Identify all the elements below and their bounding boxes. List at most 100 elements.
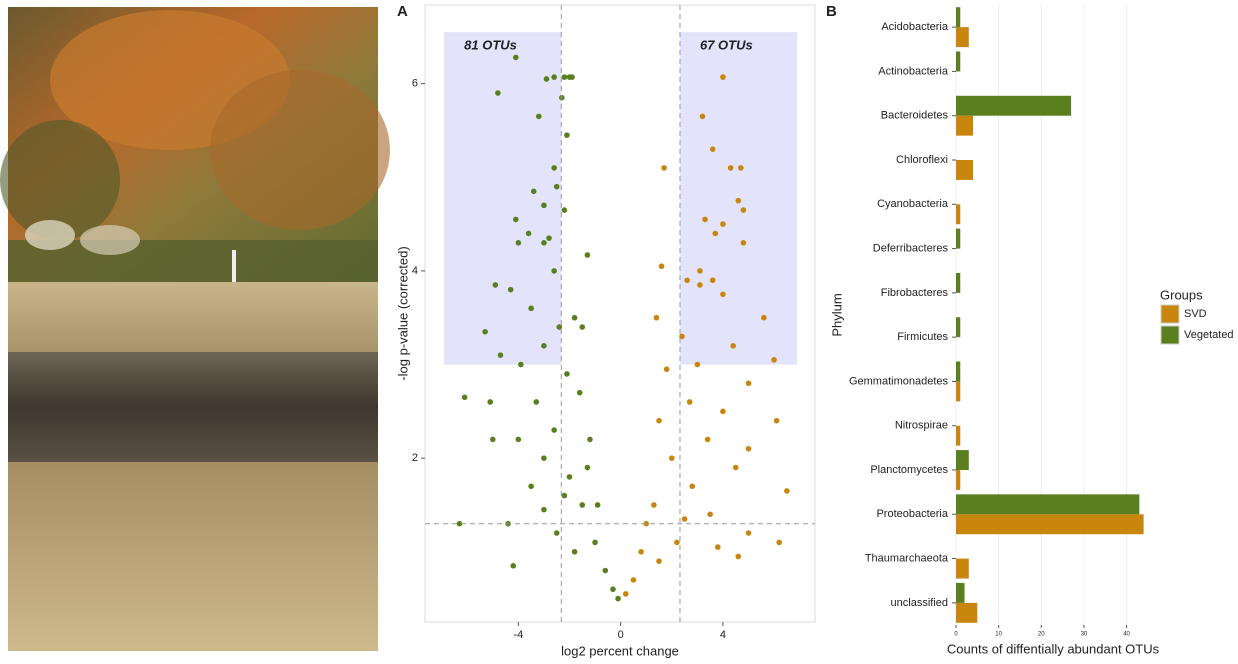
point xyxy=(668,455,675,461)
y-tick-label: Chloroflexi xyxy=(896,154,948,166)
point xyxy=(651,502,657,508)
bar xyxy=(956,470,961,490)
point xyxy=(569,74,575,80)
point xyxy=(543,76,550,82)
point xyxy=(551,268,557,274)
point xyxy=(495,90,501,96)
y-axis-title: -log p-value (corrected) xyxy=(395,246,410,380)
point xyxy=(551,74,557,80)
point xyxy=(489,436,496,443)
bar xyxy=(956,558,969,579)
point xyxy=(679,333,685,340)
legend-label: SVD xyxy=(1184,308,1207,320)
point xyxy=(702,216,708,223)
point xyxy=(510,563,517,569)
point xyxy=(638,548,644,555)
legend-swatch xyxy=(1160,304,1180,324)
y-tick-label: Deferribacteres xyxy=(873,242,949,254)
point xyxy=(602,567,609,574)
point xyxy=(571,548,578,555)
y-tick-label: Planctomycetes xyxy=(870,464,948,476)
point xyxy=(515,240,522,246)
x-axis-title: Counts of diffentially abundant OTUs xyxy=(947,641,1160,656)
bar xyxy=(956,602,978,623)
bar xyxy=(956,317,961,338)
point xyxy=(456,520,463,527)
bar xyxy=(956,204,961,225)
point xyxy=(720,74,726,80)
point xyxy=(541,343,547,349)
point xyxy=(587,436,593,443)
point xyxy=(630,577,637,583)
point xyxy=(622,591,629,597)
y-tick-label: 6 xyxy=(412,78,418,90)
point xyxy=(663,366,670,373)
point xyxy=(699,113,706,120)
point xyxy=(512,54,519,61)
bar xyxy=(956,228,961,249)
point xyxy=(653,314,660,321)
bar xyxy=(956,27,969,48)
point xyxy=(541,202,547,209)
point xyxy=(579,502,586,508)
point xyxy=(564,371,570,377)
point xyxy=(561,207,568,213)
point xyxy=(497,352,504,358)
point xyxy=(561,74,568,80)
point xyxy=(536,113,542,120)
point xyxy=(686,399,693,405)
y-tick-label: 4 xyxy=(412,265,418,277)
point xyxy=(515,436,522,443)
x-tick-label: 0 xyxy=(954,632,958,638)
bar xyxy=(956,95,1072,116)
point xyxy=(745,380,752,387)
point xyxy=(707,511,713,518)
point xyxy=(564,132,570,138)
point xyxy=(720,291,726,298)
point xyxy=(709,146,716,152)
point xyxy=(584,464,591,471)
bar xyxy=(956,381,961,402)
point xyxy=(689,483,696,490)
point xyxy=(579,324,586,330)
point xyxy=(661,165,667,171)
point xyxy=(553,183,560,190)
point xyxy=(684,277,690,284)
volcano-panel: 81 OTUs 67 OTUs -4 0 4 2 4 6 log2 percent change… xyxy=(395,3,816,658)
point xyxy=(730,343,736,349)
bar xyxy=(956,272,961,293)
y-tick-label: Gemmatimonadetes xyxy=(849,375,949,387)
y-tick-label: Thaumarchaeota xyxy=(865,552,949,564)
y-tick-label: unclassified xyxy=(891,597,948,609)
point xyxy=(776,539,782,546)
point xyxy=(735,553,742,560)
bar-panel: Acidobacteria Actinobacteria Bacteroidetes… xyxy=(826,3,1234,656)
point xyxy=(735,197,742,204)
point xyxy=(715,544,721,550)
point xyxy=(530,188,537,195)
bar xyxy=(956,115,974,136)
point xyxy=(615,595,621,602)
point xyxy=(556,324,563,330)
highlight-region xyxy=(444,32,562,365)
legend-title: Groups xyxy=(1160,287,1203,302)
point xyxy=(561,492,568,499)
point xyxy=(461,394,468,401)
point xyxy=(541,455,547,461)
point xyxy=(712,230,719,237)
point xyxy=(643,520,650,527)
bar xyxy=(956,160,974,180)
point xyxy=(525,230,532,237)
x-tick-label: 0 xyxy=(618,629,624,641)
point xyxy=(745,530,752,536)
region-label: 67 OTUs xyxy=(700,38,753,53)
point xyxy=(507,286,514,293)
point xyxy=(697,282,703,288)
y-tick-label: 2 xyxy=(412,452,418,464)
y-tick-label: Cyanobacteria xyxy=(877,198,949,210)
bar xyxy=(956,361,961,382)
point xyxy=(697,268,703,274)
y-tick-label: Nitrospirae xyxy=(895,420,948,432)
y-tick-label: Bacteroidetes xyxy=(881,110,949,122)
